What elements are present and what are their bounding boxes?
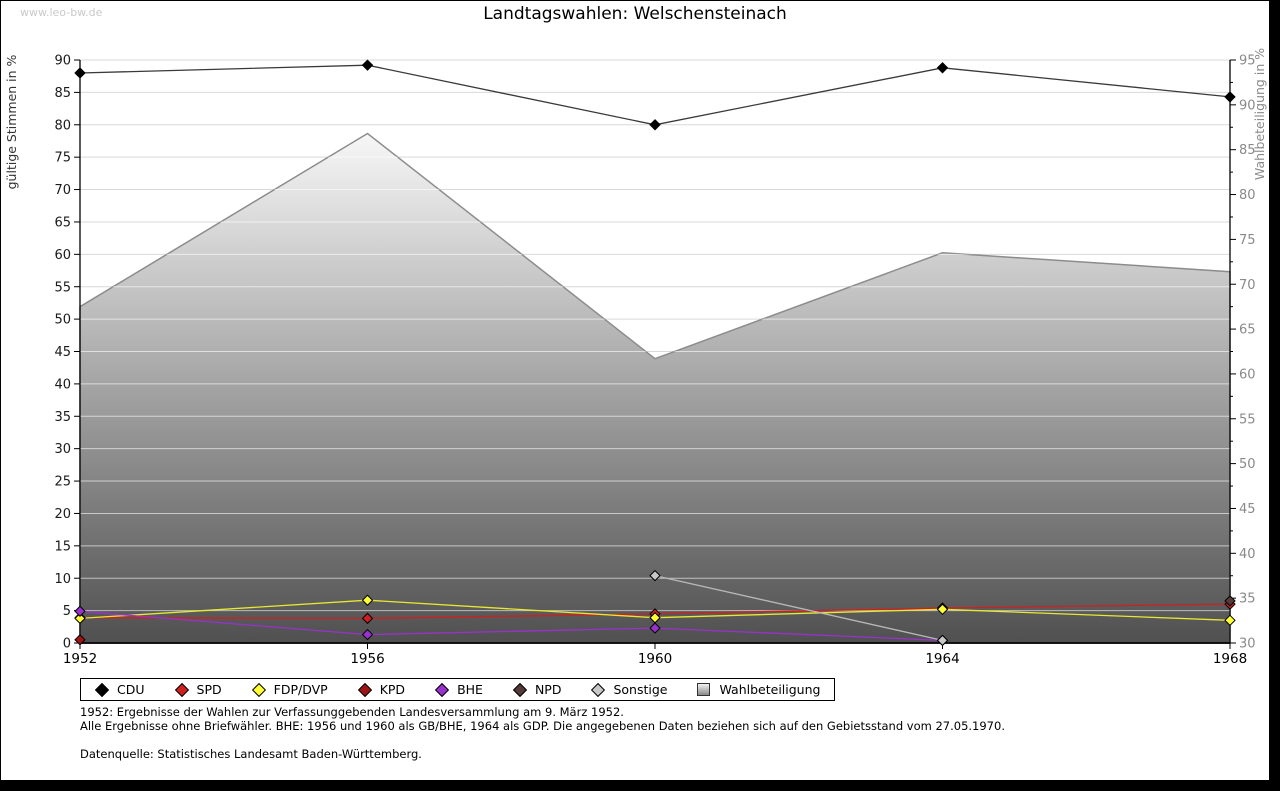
legend-item-bhe: BHE — [434, 682, 483, 697]
legend: CDU SPD FDP/DVP KPD BHE NPD Sonstige Wahlbeteil… — [80, 678, 836, 701]
svg-text:0: 0 — [63, 637, 71, 652]
legend-label: NPD — [534, 682, 562, 697]
legend-label: Wahlbeteiligung — [719, 682, 821, 697]
legend-item-sonstige: Sonstige — [591, 682, 667, 697]
svg-text:30: 30 — [54, 442, 71, 457]
footnote-line-2: Alle Ergebnisse ohne Briefwähler. BHE: 1… — [80, 718, 1005, 733]
svg-text:95: 95 — [1239, 54, 1256, 69]
svg-text:80: 80 — [1239, 188, 1256, 203]
svg-text:60: 60 — [54, 248, 71, 263]
series-line-CDU — [79, 64, 1231, 126]
legend-marker-icon — [512, 682, 528, 697]
svg-text:1960: 1960 — [638, 651, 672, 667]
frame-bottom-bar — [0, 780, 1280, 791]
legend-marker-icon — [357, 682, 372, 697]
marker-CDU-1956 — [361, 59, 374, 71]
svg-text:75: 75 — [1239, 233, 1256, 248]
svg-text:1952: 1952 — [63, 651, 97, 667]
marker-NPD-1968 — [1224, 595, 1236, 607]
svg-text:5: 5 — [63, 604, 71, 619]
svg-text:45: 45 — [54, 345, 71, 360]
svg-text:50: 50 — [54, 313, 71, 328]
marker-Sonstige-1964 — [936, 634, 949, 647]
legend-label: Sonstige — [613, 682, 668, 697]
svg-text:1964: 1964 — [925, 651, 959, 667]
legend-label: SPD — [196, 682, 222, 697]
legend-label: CDU — [117, 682, 145, 697]
legend-marker-icon — [94, 682, 110, 697]
legend-label: FDP/DVP — [273, 682, 328, 697]
marker-BHE-1956 — [361, 628, 374, 641]
svg-text:90: 90 — [1239, 98, 1256, 113]
legend-item-wahlbeteiligung: Wahlbeteiligung — [697, 682, 820, 697]
legend-item-kpd: KPD — [357, 682, 406, 697]
svg-text:Wahlbeteiligung in %: Wahlbeteiligung in % — [1252, 48, 1267, 180]
svg-text:25: 25 — [54, 475, 71, 490]
legend-label: KPD — [379, 682, 406, 697]
footnotes: 1952: Ergebnisse der Wahlen zur Verfassu… — [80, 705, 1005, 733]
legend-item-npd: NPD — [512, 682, 562, 697]
svg-text:35: 35 — [54, 410, 71, 425]
svg-text:70: 70 — [54, 183, 71, 198]
svg-text:45: 45 — [1239, 502, 1256, 517]
svg-text:1968: 1968 — [1213, 651, 1247, 667]
marker-CDU-1952 — [74, 67, 86, 79]
legend-item-spd: SPD — [174, 682, 222, 697]
svg-text:85: 85 — [54, 86, 71, 101]
wahlbeteiligung-area — [79, 132, 1231, 644]
svg-text:70: 70 — [1239, 278, 1256, 293]
svg-text:40: 40 — [1239, 547, 1256, 562]
svg-text:60: 60 — [1239, 367, 1256, 382]
data-source: Datenquelle: Statistisches Landesamt Bad… — [80, 747, 422, 761]
marker-SPD-1956 — [361, 612, 374, 625]
svg-text:65: 65 — [54, 215, 71, 230]
legend-marker-icon — [591, 682, 606, 697]
svg-text:10: 10 — [54, 572, 71, 587]
svg-text:1956: 1956 — [350, 651, 384, 667]
marker-FDP/DVP-1952 — [74, 612, 86, 625]
marker-CDU-1968 — [1224, 91, 1236, 103]
chart: 0 5 10 15 20 25 30 35 40 45 50 55 60 65 70 75 80 85 90 30 35… — [4, 48, 1267, 667]
svg-text:65: 65 — [1239, 323, 1256, 338]
page-title: Landtagswahlen: Welschensteinach — [483, 4, 787, 24]
legend-area-marker-icon — [697, 683, 711, 696]
svg-text:15: 15 — [54, 539, 71, 554]
marker-FDP/DVP-1956 — [361, 594, 374, 606]
svg-text:30: 30 — [1239, 637, 1256, 652]
svg-text:85: 85 — [1239, 143, 1256, 158]
marker-Sonstige-1960 — [649, 569, 661, 582]
svg-text:75: 75 — [54, 151, 71, 166]
svg-text:90: 90 — [54, 54, 71, 69]
legend-label: BHE — [457, 682, 483, 697]
legend-item-cdu: CDU — [94, 682, 145, 697]
frame-right-bar — [1269, 0, 1280, 791]
svg-text:gültige Stimmen in %: gültige Stimmen in % — [4, 54, 19, 189]
marker-FDP/DVP-1964 — [936, 603, 949, 616]
svg-text:40: 40 — [54, 377, 71, 392]
watermark: www.leo-bw.de — [20, 6, 103, 19]
legend-marker-icon — [251, 682, 266, 697]
marker-CDU-1964 — [936, 62, 949, 74]
series-line-Sonstige — [654, 574, 943, 642]
svg-text:20: 20 — [54, 507, 71, 522]
marker-BHE-1952 — [74, 605, 86, 617]
svg-text:80: 80 — [54, 118, 71, 133]
marker-KPD-1952 — [74, 634, 86, 646]
svg-text:35: 35 — [1239, 592, 1256, 607]
legend-item-fdp-dvp: FDP/DVP — [251, 682, 328, 697]
legend-marker-icon — [174, 682, 189, 697]
marker-CDU-1960 — [649, 119, 661, 131]
svg-text:50: 50 — [1239, 457, 1256, 472]
legend-marker-icon — [434, 682, 450, 697]
svg-text:55: 55 — [54, 280, 71, 295]
marker-BHE-1960 — [649, 622, 661, 634]
footnote-line-1: 1952: Ergebnisse der Wahlen zur Verfassu… — [80, 705, 624, 719]
series-line-BHE — [79, 610, 943, 642]
svg-text:55: 55 — [1239, 412, 1256, 427]
marker-FDP/DVP-1968 — [1224, 614, 1236, 627]
